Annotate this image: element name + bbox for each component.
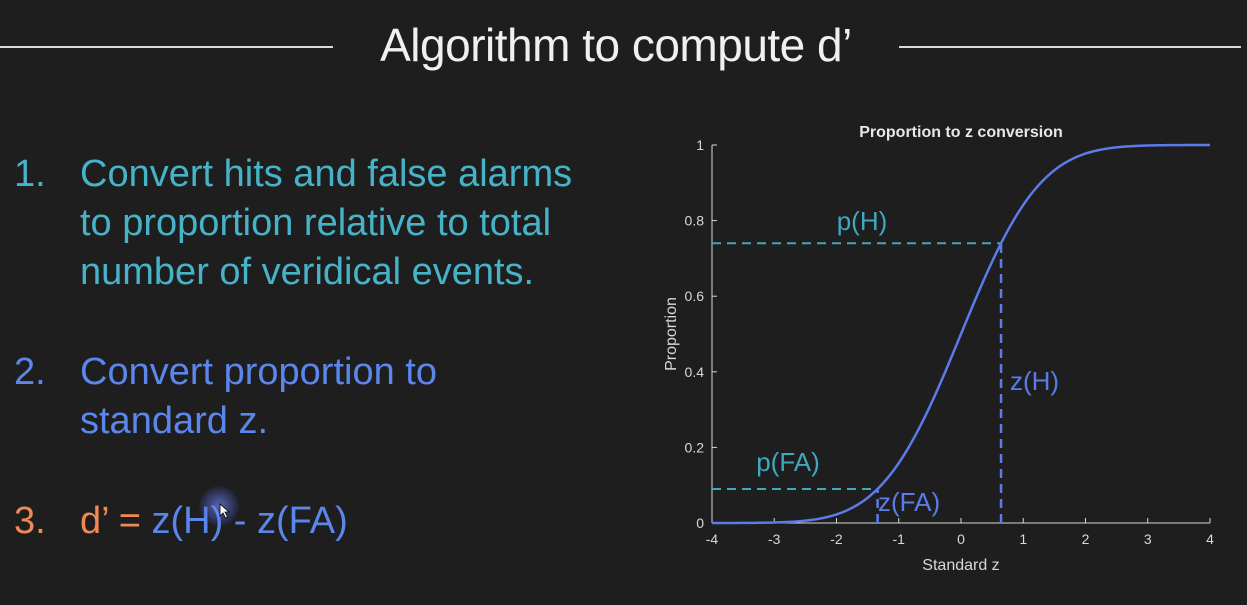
- cdf-curve: [712, 143, 1210, 525]
- chart-title: Proportion to z conversion: [859, 124, 1063, 141]
- annotation-z-h: z(H): [1010, 366, 1059, 396]
- proportion-z-chart: Proportion to z conversion -4 -3 -2 -1 0 1 2 3 4…: [663, 124, 1214, 574]
- step-line: standard z.: [80, 400, 268, 442]
- y-tick-label: 1: [696, 137, 704, 153]
- step-line: Convert proportion to: [80, 351, 437, 393]
- x-tick-label: -2: [830, 531, 843, 547]
- step-equation: z(H) - z(FA): [151, 500, 348, 542]
- slide-title: Algorithm to compute d’: [380, 19, 852, 71]
- x-tick-label: 4: [1206, 531, 1214, 547]
- step-number: 2.: [14, 351, 46, 393]
- mouse-pointer-icon: [219, 503, 231, 519]
- annotation-lines: [712, 242, 1003, 523]
- y-tick-label: 0.6: [685, 288, 705, 304]
- annotation-z-fa: z(FA): [878, 487, 940, 517]
- step-text: d’ = z(H) - z(FA): [80, 497, 348, 546]
- x-ticks: -4 -3 -2 -1 0 1 2 3 4: [706, 518, 1214, 547]
- y-tick-label: 0.2: [685, 439, 705, 455]
- step-text: Convert proportion to standard z.: [80, 348, 437, 446]
- step-text: Convert hits and false alarms to proport…: [80, 150, 572, 297]
- x-tick-label: -1: [893, 531, 906, 547]
- title-rule-left: [0, 46, 333, 48]
- y-tick-label: 0.4: [685, 364, 705, 380]
- y-tick-label: 0: [696, 515, 704, 531]
- x-tick-label: 1: [1019, 531, 1027, 547]
- step-number: 1.: [14, 153, 46, 195]
- annotation-p-fa: p(FA): [756, 447, 820, 477]
- x-tick-label: 3: [1144, 531, 1152, 547]
- title-rule-right: [899, 46, 1241, 48]
- step-line: number of veridical events.: [80, 251, 535, 293]
- y-tick-label: 0.8: [685, 213, 705, 229]
- y-ticks: 0 0.2 0.4 0.6 0.8 1: [685, 137, 717, 531]
- cursor-highlight: [199, 486, 239, 526]
- x-tick-label: -4: [706, 531, 719, 547]
- x-tick-label: 2: [1082, 531, 1090, 547]
- step-line: to proportion relative to total: [80, 202, 552, 244]
- step-line: Convert hits and false alarms: [80, 153, 573, 195]
- y-axis-label: Proportion: [663, 297, 680, 371]
- x-tick-label: 0: [957, 531, 965, 547]
- step-number: 3.: [14, 500, 46, 542]
- step-prefix: d’ =: [80, 500, 152, 542]
- annotation-p-h: p(H): [837, 206, 888, 236]
- x-tick-label: -3: [768, 531, 781, 547]
- x-axis-label: Standard z: [922, 557, 999, 574]
